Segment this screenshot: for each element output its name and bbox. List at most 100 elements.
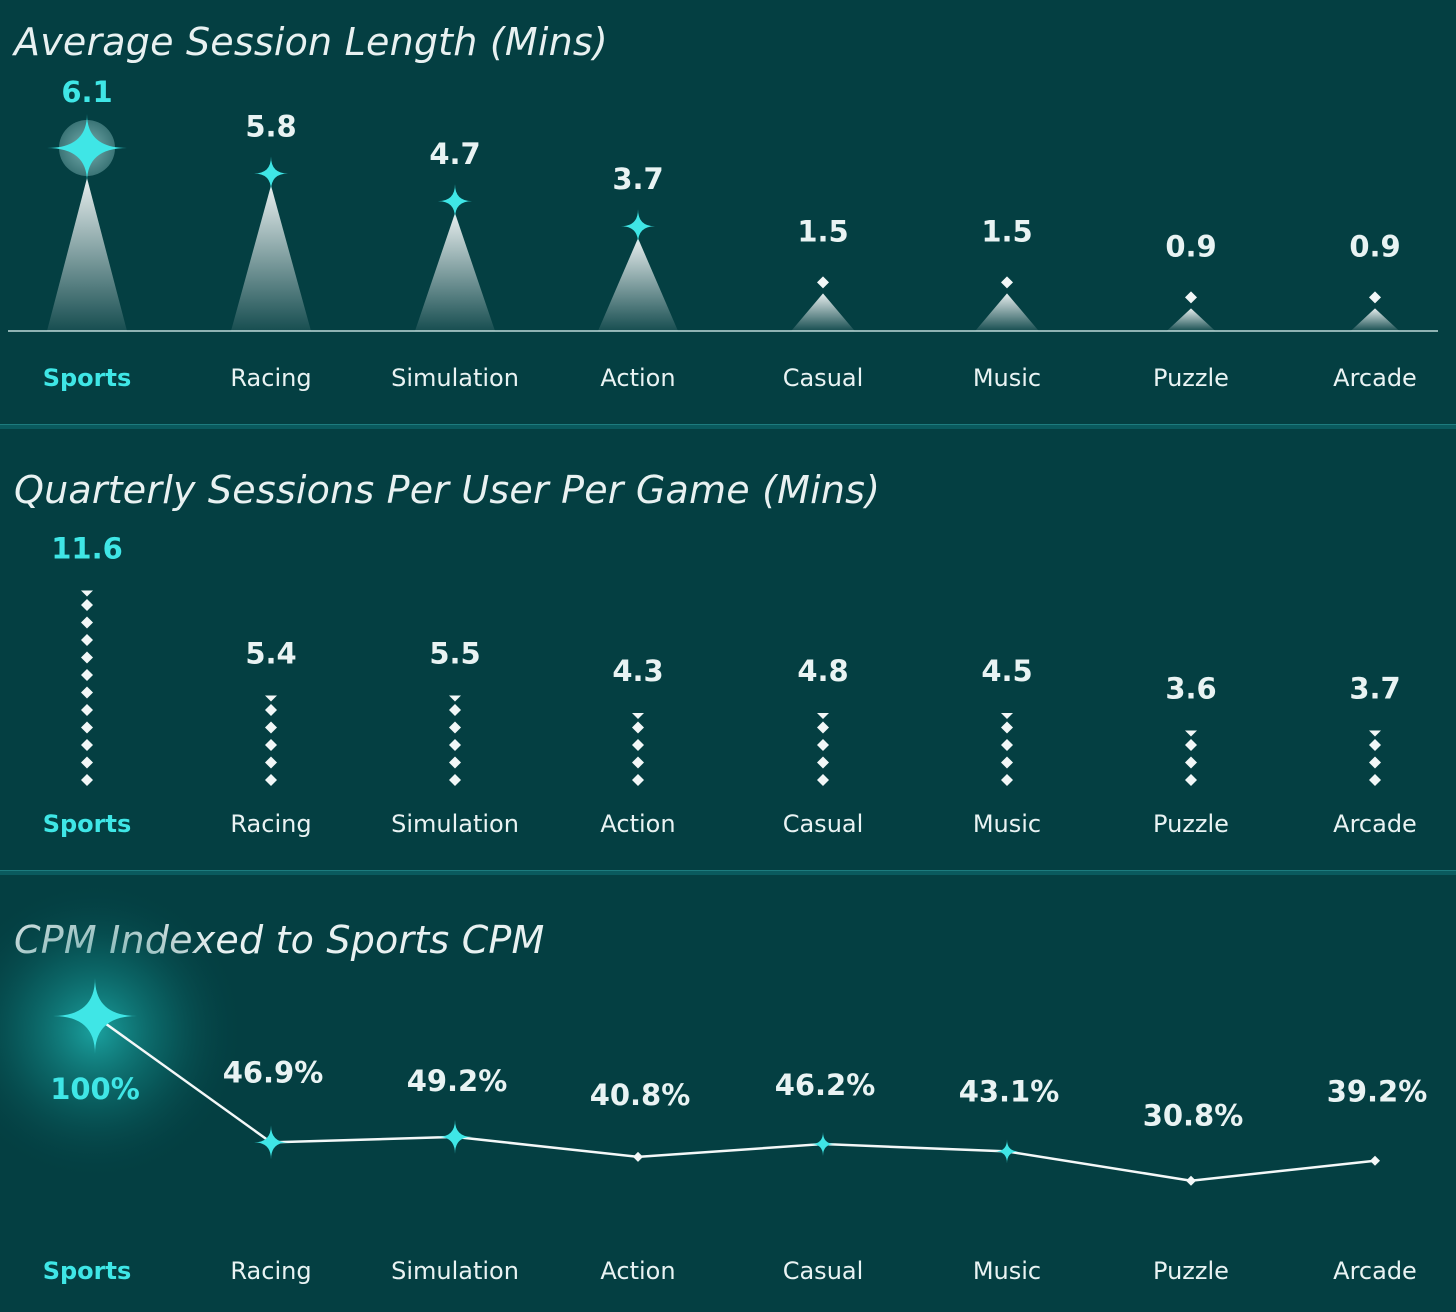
category-label-arcade: Arcade [1333,364,1417,392]
value-label: 4.8 [797,654,848,688]
column-cap [1369,730,1381,737]
sparkle-marker [47,114,127,182]
diamond-marker [632,739,644,751]
diamond-marker [449,756,461,769]
category-label-music: Music [973,364,1041,392]
sparkle-marker [621,209,655,244]
value-label: 40.8% [590,1078,691,1112]
bar-cone-puzzle [1166,308,1216,331]
diamond-marker [1001,739,1013,751]
category-label-puzzle: Puzzle [1153,364,1229,392]
diamond-marker [817,276,829,289]
category-label-action: Action [600,810,675,838]
diamond-marker [265,739,277,751]
diamond-marker [817,721,829,734]
diamond-marker [265,704,277,716]
category-label-sports: Sports [43,1257,132,1285]
diamond-marker [1001,756,1013,769]
diamond-marker [81,616,93,629]
category-label-casual: Casual [783,364,864,392]
value-label: 5.4 [245,637,296,671]
value-label: 30.8% [1143,1099,1244,1133]
sparkle-marker [53,978,137,1054]
diamond-marker [1369,739,1381,751]
bar-cone-sports [47,178,127,331]
chart-title: Average Session Length (Mins) [14,20,608,64]
diamond-marker [632,756,644,769]
sessions-per-user-chart: 11.6 5.4 5.5 4.3 4.8 4.5 3.6 3.7 Sports Racing Sim… [43,532,1417,839]
diamond-marker [449,704,461,716]
category-label-casual: Casual [783,810,864,838]
diamond-marker [1185,756,1197,769]
bar-cone-casual [791,293,855,331]
session-length-chart: 6.1 5.8 4.7 3.7 1.5 1.5 0.9 0.9 Sports Racing Simu… [8,75,1438,392]
chart-panel-session-length: Average Session Length (Mins) 6.1 5.8 4.7 3… [0,0,1456,424]
category-label-music: Music [973,1257,1041,1285]
category-label-sports: Sports [43,364,132,392]
diamond-marker [1185,774,1197,786]
value-label: 4.7 [429,137,480,171]
diamond-marker [1001,276,1013,289]
cpm-index-chart: 100% 46.9% 49.2% 40.8% 46.2% 43.1% 30.8% 39.2% S… [0,881,1428,1285]
value-label: 3.7 [1349,672,1400,706]
diamond-marker [81,774,93,786]
category-label-casual: Casual [783,1257,864,1285]
panel-divider [0,870,1456,875]
value-label: 0.9 [1165,229,1216,263]
column-cap [81,590,93,597]
diamond-marker [1001,721,1013,734]
value-label: 43.1% [959,1074,1060,1108]
diamond-marker [265,721,277,734]
diamond-marker [817,739,829,751]
category-label-puzzle: Puzzle [1153,1257,1229,1285]
diamond-marker [265,756,277,769]
value-label: 1.5 [797,214,848,248]
category-label-racing: Racing [230,1257,311,1285]
value-label: 39.2% [1327,1075,1428,1109]
bar-cone-simulation [415,213,495,331]
category-label-sports: Sports [43,810,132,838]
category-label-racing: Racing [230,364,311,392]
category-label-simulation: Simulation [391,1257,519,1285]
category-label-simulation: Simulation [391,364,519,392]
value-label: 49.2% [407,1064,508,1098]
column-cap [449,695,461,702]
diamond-marker [1001,774,1013,786]
value-label: 5.5 [429,637,480,671]
category-label-arcade: Arcade [1333,1257,1417,1285]
column-cap [817,713,829,719]
panel-divider [0,424,1456,429]
value-label: 5.8 [245,110,296,144]
diamond-marker [632,721,644,734]
category-label-puzzle: Puzzle [1153,810,1229,838]
diamond-marker [1185,291,1197,304]
diamond-marker [1369,774,1381,786]
sparkle-marker [254,156,288,191]
value-label: 4.5 [981,654,1032,688]
series-line [94,1014,1376,1182]
diamond-marker [81,686,93,699]
sparkle-marker [438,1119,472,1154]
diamond-marker [1185,739,1197,751]
bar-cone-racing [231,185,311,331]
value-label: 100% [50,1072,140,1106]
bar-cone-arcade [1350,308,1400,331]
diamond-marker [1370,1155,1380,1166]
diamond-marker [1186,1175,1196,1186]
bar-cone-action [598,238,678,331]
value-label: 6.1 [61,75,112,109]
diamond-marker [1369,756,1381,769]
diamond-marker [817,774,829,786]
sparkle-marker [254,1125,288,1160]
value-label: 46.9% [223,1055,324,1089]
chart-panel-sessions-per-user: Quarterly Sessions Per User Per Game (Mi… [0,429,1456,870]
column-cap [632,713,644,719]
category-label-racing: Racing [230,810,311,838]
chart-panel-cpm-index: CPM Indexed to Sports CPM 100% 46.9% 49.2%… [0,875,1456,1312]
value-label: 0.9 [1349,229,1400,263]
category-label-action: Action [600,1257,675,1285]
value-label: 3.7 [612,162,663,196]
diamond-marker [265,774,277,786]
diamond-marker [449,721,461,734]
bar-cone-music [975,293,1039,331]
